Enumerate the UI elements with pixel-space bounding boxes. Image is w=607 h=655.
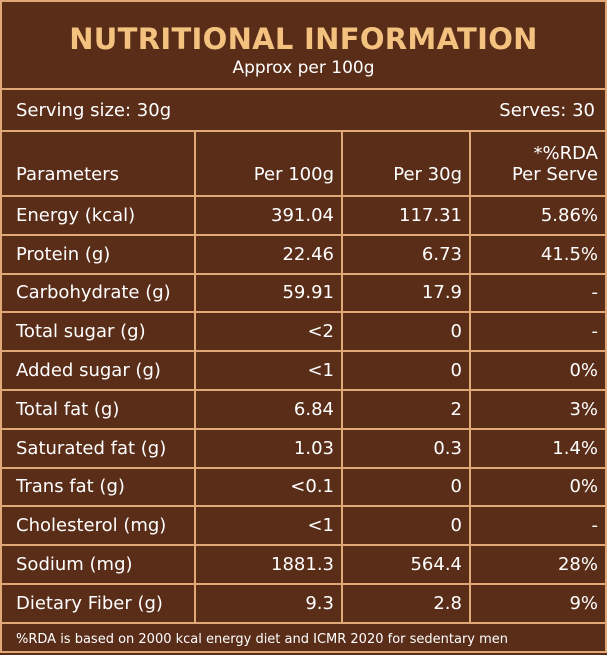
row-per-30g: 564.4 xyxy=(341,544,471,585)
row-parameter: Carbohydrate (g) xyxy=(2,272,196,314)
row-rda: 28% xyxy=(469,544,605,585)
row-rda: - xyxy=(469,272,605,314)
row-rda: 0% xyxy=(469,350,605,391)
table-row: Sodium (mg) 1881.3 564.4 28% xyxy=(2,544,605,585)
row-parameter: Trans fat (g) xyxy=(2,466,196,508)
row-rda: 41.5% xyxy=(469,233,605,275)
table-row: Trans fat (g) <0.1 0 0% xyxy=(2,466,605,508)
row-parameter: Cholesterol (mg) xyxy=(2,505,196,547)
table-row: Energy (kcal) 391.04 117.31 5.86% xyxy=(2,195,605,236)
panel-title: NUTRITIONAL INFORMATION xyxy=(69,22,538,56)
row-per-30g: 17.9 xyxy=(341,272,471,314)
column-header-rda: *%RDA Per Serve xyxy=(469,132,605,197)
table-row: Cholesterol (mg) <1 0 - xyxy=(2,505,605,547)
column-header-parameters: Parameters xyxy=(2,132,196,197)
panel-subtitle: Approx per 100g xyxy=(232,58,375,78)
row-parameter: Added sugar (g) xyxy=(2,350,196,391)
row-parameter: Sodium (mg) xyxy=(2,544,196,585)
row-per-100g: 6.84 xyxy=(194,388,343,430)
row-per-100g: <2 xyxy=(194,311,343,353)
row-per-30g: 0 xyxy=(341,350,471,391)
table-row: Protein (g) 22.46 6.73 41.5% xyxy=(2,233,605,275)
row-rda: - xyxy=(469,311,605,353)
table-row: Total sugar (g) <2 0 - xyxy=(2,311,605,353)
serving-info: Serving size: 30g Serves: 30 xyxy=(2,90,605,132)
row-parameter: Energy (kcal) xyxy=(2,195,196,236)
table-row: Carbohydrate (g) 59.91 17.9 - xyxy=(2,272,605,314)
panel-header: NUTRITIONAL INFORMATION Approx per 100g xyxy=(2,2,605,90)
row-per-30g: 0.3 xyxy=(341,427,471,469)
row-rda: 9% xyxy=(469,582,605,624)
column-header-per-30g: Per 30g xyxy=(341,132,471,197)
row-per-100g: 9.3 xyxy=(194,582,343,624)
table-row: Added sugar (g) <1 0 0% xyxy=(2,350,605,391)
row-rda: 1.4% xyxy=(469,427,605,469)
serves-count: Serves: 30 xyxy=(499,99,595,121)
row-parameter: Protein (g) xyxy=(2,233,196,275)
row-rda: 5.86% xyxy=(469,195,605,236)
row-parameter: Saturated fat (g) xyxy=(2,427,196,469)
rda-header-line1: *%RDA xyxy=(533,143,598,164)
rda-footnote: %RDA is based on 2000 kcal energy diet a… xyxy=(16,631,509,647)
row-per-100g: 22.46 xyxy=(194,233,343,275)
nutrition-table: Parameters Per 100g Per 30g *%RDA Per Se… xyxy=(2,132,605,624)
row-per-30g: 0 xyxy=(341,311,471,353)
row-per-30g: 2.8 xyxy=(341,582,471,624)
table-row: Total fat (g) 6.84 2 3% xyxy=(2,388,605,430)
row-per-100g: 391.04 xyxy=(194,195,343,236)
row-rda: 3% xyxy=(469,388,605,430)
table-header-row: Parameters Per 100g Per 30g *%RDA Per Se… xyxy=(2,132,605,197)
row-per-30g: 117.31 xyxy=(341,195,471,236)
row-per-100g: 1.03 xyxy=(194,427,343,469)
row-per-100g: 1881.3 xyxy=(194,544,343,585)
row-per-30g: 0 xyxy=(341,466,471,508)
row-per-30g: 0 xyxy=(341,505,471,547)
row-per-30g: 2 xyxy=(341,388,471,430)
row-per-100g: <1 xyxy=(194,505,343,547)
row-per-100g: <1 xyxy=(194,350,343,391)
row-parameter: Total sugar (g) xyxy=(2,311,196,353)
row-per-30g: 6.73 xyxy=(341,233,471,275)
row-rda: - xyxy=(469,505,605,547)
row-rda: 0% xyxy=(469,466,605,508)
table-row: Saturated fat (g) 1.03 0.3 1.4% xyxy=(2,427,605,469)
column-header-per-100g: Per 100g xyxy=(194,132,343,197)
row-parameter: Dietary Fiber (g) xyxy=(2,582,196,624)
row-per-100g: <0.1 xyxy=(194,466,343,508)
table-row: Dietary Fiber (g) 9.3 2.8 9% xyxy=(2,582,605,624)
serving-size: Serving size: 30g xyxy=(16,99,172,121)
row-per-100g: 59.91 xyxy=(194,272,343,314)
row-parameter: Total fat (g) xyxy=(2,388,196,430)
rda-header-line2: Per Serve xyxy=(511,164,598,185)
